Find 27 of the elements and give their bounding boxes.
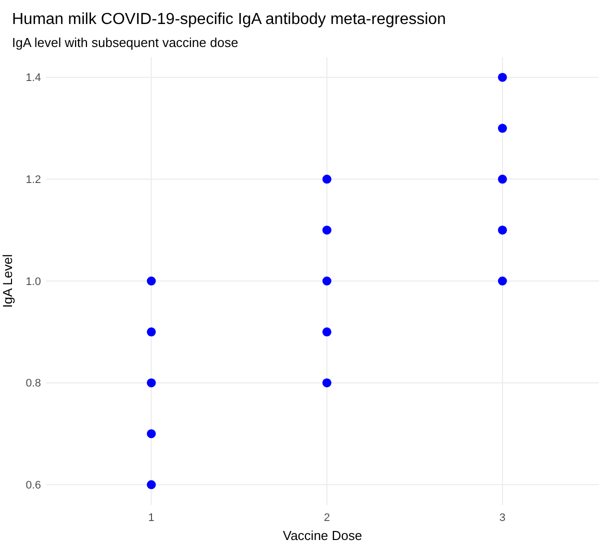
chart-title: Human milk COVID-19-specific IgA antibody meta-regression — [12, 11, 446, 28]
point — [498, 72, 507, 82]
x-axis-title: Vaccine Dose — [282, 528, 362, 543]
x-tick-label: 3 — [499, 512, 506, 524]
point — [146, 276, 156, 286]
point — [498, 174, 507, 184]
y-tick-label: 0.6 — [26, 479, 41, 492]
point — [146, 327, 156, 336]
point — [498, 226, 507, 235]
point — [322, 327, 332, 336]
y-tick-label: 0.8 — [26, 378, 41, 390]
point — [322, 174, 332, 184]
x-tick-label: 2 — [324, 512, 330, 524]
point — [146, 429, 156, 438]
chart-subtitle: IgA level with subsequent vaccine dose — [12, 35, 238, 50]
y-tick-label: 1.2 — [26, 174, 41, 186]
y-tick-label: 1.4 — [26, 72, 41, 84]
y-tick-label: 1.0 — [26, 276, 41, 288]
point — [498, 276, 507, 286]
point — [322, 378, 332, 388]
point — [322, 226, 332, 235]
point — [146, 378, 156, 388]
point — [498, 124, 507, 133]
y-axis-title: IgA Level — [0, 254, 15, 308]
point — [146, 480, 156, 490]
point — [322, 276, 332, 286]
x-tick-label: 1 — [148, 512, 154, 524]
